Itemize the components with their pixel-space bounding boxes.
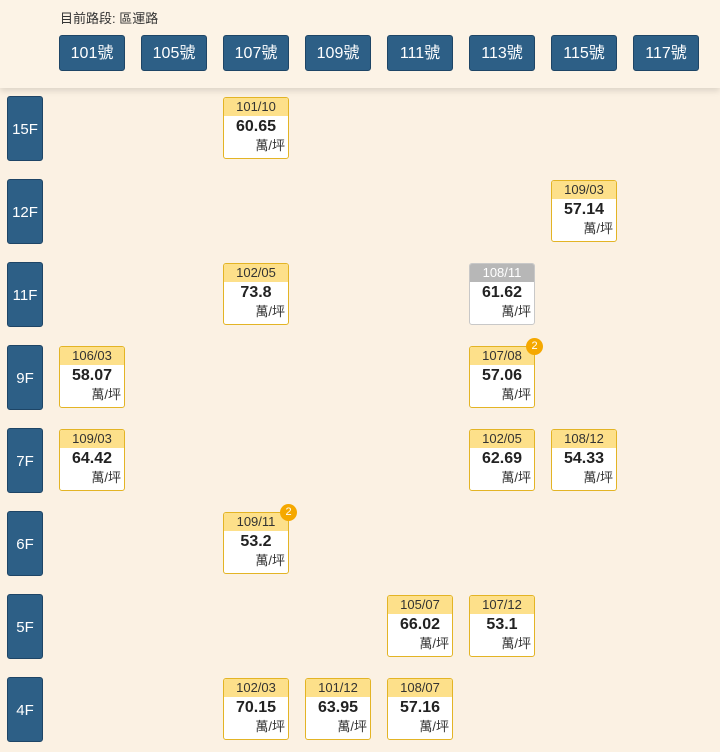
house-button-5[interactable]: 113號	[469, 35, 535, 71]
transaction-card[interactable]: 106/03 58.07 萬/坪	[59, 346, 125, 408]
price-unit: 萬/坪	[501, 387, 531, 402]
price-unit: 萬/坪	[583, 470, 613, 485]
house-button-2[interactable]: 107號	[223, 35, 289, 71]
transaction-date: 102/05	[470, 430, 534, 448]
unit-price: 64.42	[71, 450, 113, 467]
unit-price: 53.2	[240, 533, 272, 550]
price-unit: 萬/坪	[501, 470, 531, 485]
count-badge: 2	[280, 504, 297, 521]
house-button-7[interactable]: 117號	[633, 35, 699, 71]
floor-button-12f[interactable]: 12F	[7, 179, 43, 244]
transaction-card[interactable]: 105/07 66.02 萬/坪	[387, 595, 453, 657]
header: 目前路段: 區運路 101號 105號 107號 109號 111號 113號 115號 11…	[0, 0, 720, 88]
transaction-card[interactable]: 109/03 57.14 萬/坪	[551, 180, 617, 242]
price-unit: 萬/坪	[91, 387, 121, 402]
transaction-date: 107/08	[470, 347, 534, 365]
house-button-3[interactable]: 109號	[305, 35, 371, 71]
price-unit: 萬/坪	[255, 138, 285, 153]
transaction-card[interactable]: 101/12 63.95 萬/坪	[305, 678, 371, 740]
unit-price: 57.06	[481, 367, 523, 384]
transaction-card[interactable]: 109/11 53.2 萬/坪 2	[223, 504, 297, 574]
price-unit: 萬/坪	[501, 636, 531, 651]
transaction-date: 108/07	[388, 679, 452, 697]
unit-price: 54.33	[563, 450, 605, 467]
transaction-card[interactable]: 101/10 60.65 萬/坪	[223, 97, 289, 159]
price-unit: 萬/坪	[255, 304, 285, 319]
unit-price: 66.02	[399, 616, 441, 633]
unit-price: 73.8	[240, 284, 272, 301]
road-label: 目前路段: 區運路	[60, 11, 159, 26]
transaction-date: 109/03	[552, 181, 616, 199]
transaction-date: 109/03	[60, 430, 124, 448]
transaction-date: 106/03	[60, 347, 124, 365]
unit-price: 53.1	[486, 616, 518, 633]
unit-price: 61.62	[481, 284, 523, 301]
price-unit: 萬/坪	[255, 719, 285, 734]
floor-button-4f[interactable]: 4F	[7, 677, 43, 742]
floor-button-7f[interactable]: 7F	[7, 428, 43, 493]
unit-price: 57.14	[563, 201, 605, 218]
price-unit: 萬/坪	[419, 636, 449, 651]
transaction-card[interactable]: 102/05 62.69 萬/坪	[469, 429, 535, 491]
price-unit: 萬/坪	[91, 470, 121, 485]
price-unit: 萬/坪	[419, 719, 449, 734]
transaction-date: 109/11	[224, 513, 288, 531]
count-badge: 2	[526, 338, 543, 355]
transaction-date: 105/07	[388, 596, 452, 614]
transaction-date: 107/12	[470, 596, 534, 614]
transaction-card[interactable]: 108/11 61.62 萬/坪	[469, 263, 535, 325]
transaction-card[interactable]: 107/12 53.1 萬/坪	[469, 595, 535, 657]
transaction-date: 108/12	[552, 430, 616, 448]
floor-button-15f[interactable]: 15F	[7, 96, 43, 161]
transaction-card[interactable]: 102/03 70.15 萬/坪	[223, 678, 289, 740]
floor-button-9f[interactable]: 9F	[7, 345, 43, 410]
unit-price: 60.65	[235, 118, 277, 135]
transaction-card[interactable]: 108/07 57.16 萬/坪	[387, 678, 453, 740]
transaction-date: 102/05	[224, 264, 288, 282]
transaction-card[interactable]: 102/05 73.8 萬/坪	[223, 263, 289, 325]
price-unit: 萬/坪	[255, 553, 285, 568]
price-unit: 萬/坪	[337, 719, 367, 734]
transaction-card[interactable]: 108/12 54.33 萬/坪	[551, 429, 617, 491]
unit-price: 57.16	[399, 699, 441, 716]
transaction-card[interactable]: 109/03 64.42 萬/坪	[59, 429, 125, 491]
transaction-card[interactable]: 107/08 57.06 萬/坪 2	[469, 338, 543, 408]
unit-price: 62.69	[481, 450, 523, 467]
unit-price: 63.95	[317, 699, 359, 716]
floor-button-11f[interactable]: 11F	[7, 262, 43, 327]
house-button-6[interactable]: 115號	[551, 35, 617, 71]
unit-price: 58.07	[71, 367, 113, 384]
transaction-date: 102/03	[224, 679, 288, 697]
transaction-date: 108/11	[470, 264, 534, 282]
price-unit: 萬/坪	[583, 221, 613, 236]
house-button-0[interactable]: 101號	[59, 35, 125, 71]
house-button-1[interactable]: 105號	[141, 35, 207, 71]
transaction-date: 101/12	[306, 679, 370, 697]
transaction-date: 101/10	[224, 98, 288, 116]
unit-price: 70.15	[235, 699, 277, 716]
floor-button-5f[interactable]: 5F	[7, 594, 43, 659]
house-button-4[interactable]: 111號	[387, 35, 453, 71]
floor-button-6f[interactable]: 6F	[7, 511, 43, 576]
price-unit: 萬/坪	[501, 304, 531, 319]
